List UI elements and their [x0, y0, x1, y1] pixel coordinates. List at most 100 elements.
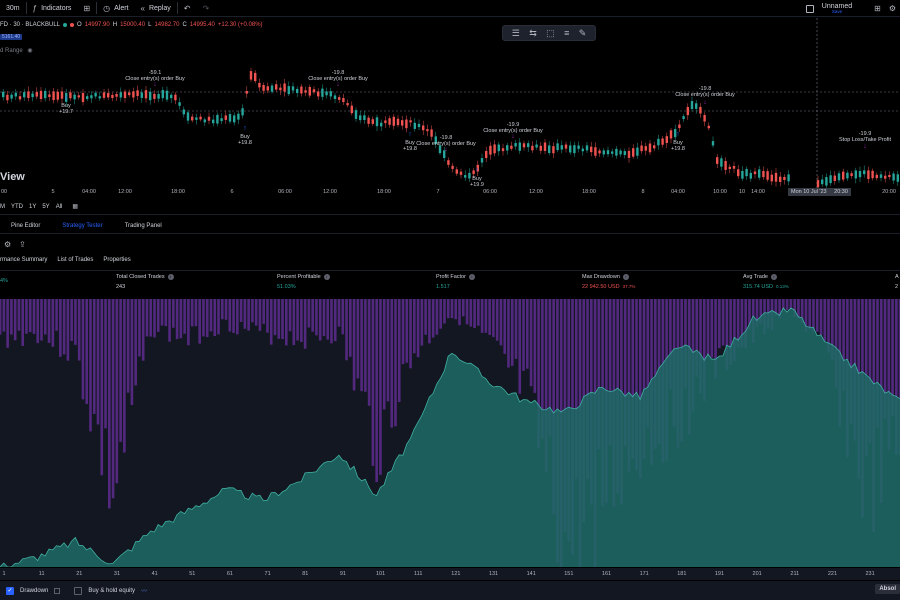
stat-label: Percent Profitable i: [277, 274, 330, 280]
drawdown-bar: [62, 299, 66, 355]
candle: [615, 146, 618, 159]
adjust-icon[interactable]: ⇆: [529, 27, 537, 38]
drawdown-bar: [510, 299, 514, 366]
candle: [300, 84, 303, 97]
tab-properties[interactable]: Properties: [103, 257, 131, 263]
drawdown-bar: [375, 299, 378, 483]
info-icon[interactable]: i: [770, 274, 777, 280]
settings-icon[interactable]: ⚙: [4, 239, 12, 249]
candle: [81, 89, 85, 106]
period-button-all[interactable]: All: [55, 203, 63, 210]
tab-list-of-trades[interactable]: List of Trades: [57, 257, 94, 263]
export-icon[interactable]: ⇪: [19, 239, 26, 249]
tab-strategy-tester[interactable]: Strategy Tester: [62, 222, 103, 229]
drawdown-bar: [454, 299, 458, 320]
drawdown-bar: [646, 299, 650, 428]
layout-name-button[interactable]: Unnamed Save: [822, 3, 852, 15]
drawdown-bar: [480, 299, 484, 333]
info-icon[interactable]: i: [468, 274, 475, 280]
tab-performance-summary[interactable]: rmance Summary: [0, 257, 48, 263]
candle: [888, 171, 891, 180]
info-icon[interactable]: i: [622, 274, 629, 280]
alert-button[interactable]: ◷ Alert: [97, 0, 134, 17]
drawdown-bar: [13, 299, 17, 341]
layout-menu-icon[interactable]: ⊞: [874, 4, 881, 13]
drawdown-bar: [695, 299, 699, 378]
period-button-m[interactable]: M: [0, 203, 5, 210]
period-button-ytd[interactable]: YTD: [11, 203, 23, 210]
candle: [367, 115, 370, 128]
drawdown-bar: [74, 299, 77, 345]
drawdown-bar: [883, 299, 887, 419]
tab-pine-editor[interactable]: Pine Editor: [11, 222, 41, 229]
change-value: +12.30 (+0.08%): [217, 22, 263, 28]
divider: [176, 2, 178, 14]
drawdown-bar: [130, 299, 134, 405]
drawdown-bar: [898, 299, 900, 455]
buyhold-checkbox[interactable]: [74, 586, 83, 595]
candle: [548, 141, 551, 156]
calendar-icon[interactable]: ▦: [72, 204, 79, 210]
layout-icon[interactable]: [805, 4, 814, 13]
time-axis-label: 10:00: [713, 189, 727, 195]
settings-icon[interactable]: ⚙: [888, 4, 896, 13]
stat-value: 2: [895, 284, 899, 290]
candle: [241, 104, 244, 119]
templates-button[interactable]: ⊞: [77, 0, 96, 17]
info-icon[interactable]: i: [323, 274, 330, 280]
candle: [245, 86, 248, 98]
floating-drawing-toolbar: ☰ ⇆ ⬚ ≡ ✎: [502, 25, 596, 41]
pencil-icon[interactable]: ✎: [578, 27, 587, 38]
price-chart[interactable]: -59.1 Close entry(s) order Buy Buy +19.7 -19…: [0, 18, 900, 198]
trade-annotation: Buy: [673, 140, 683, 146]
top-toolbar: 30m ƒ Indicators ⊞ ◷ Alert « Replay ↶ ↷ …: [0, 0, 900, 17]
candle: [363, 110, 366, 124]
drawdown-bar: [337, 299, 341, 327]
divider: [96, 2, 98, 14]
drawdown-bar: [638, 299, 642, 479]
stat-percent: 37.7%: [622, 284, 636, 289]
candle: [199, 113, 202, 122]
absolute-toggle-button[interactable]: Absol: [875, 584, 900, 594]
candle: [149, 87, 152, 105]
candle: [879, 170, 883, 182]
drawdown-bar: [413, 299, 416, 354]
time-axis-label: 06:00: [278, 189, 292, 195]
candle: [833, 171, 836, 185]
drawdown-checkbox[interactable]: ✓: [6, 586, 14, 595]
candle: [312, 86, 316, 95]
time-axis[interactable]: 00 5 04:00 12:00 18:00 6 06:00 12:00 18:00 7 06:00…: [0, 188, 900, 198]
info-icon[interactable]: i: [167, 274, 174, 280]
candle: [178, 97, 181, 110]
period-button-1y[interactable]: 1Y: [29, 203, 37, 210]
candle: [863, 165, 866, 178]
drawdown-bar: [484, 299, 488, 333]
period-button-5y[interactable]: 5Y: [42, 203, 50, 210]
equity-chart[interactable]: [0, 299, 900, 567]
frame-icon[interactable]: ⬚: [546, 27, 555, 38]
candle: [228, 110, 232, 125]
undo-button[interactable]: ↶: [178, 0, 197, 17]
stat-cell: 4%: [0, 274, 8, 284]
drawdown-bar: [149, 299, 153, 337]
candle: [468, 168, 471, 183]
tab-trading-panel[interactable]: Trading Panel: [124, 222, 162, 229]
drawdown-bar: [397, 299, 401, 403]
candle: [296, 86, 299, 98]
replay-button[interactable]: « Replay: [135, 0, 177, 17]
drawdown-bar: [85, 299, 89, 405]
time-axis-label: 20:00: [882, 189, 896, 195]
candle: [535, 140, 538, 150]
align-icon[interactable]: ☰: [511, 27, 520, 38]
indicators-button[interactable]: ƒ Indicators: [27, 0, 78, 17]
drawdown-bar: [642, 299, 646, 459]
candle: [233, 112, 236, 126]
eye-icon[interactable]: ◉: [27, 48, 33, 54]
interval-button[interactable]: 30m: [0, 0, 26, 17]
drawdown-bar: [43, 299, 47, 335]
list-icon[interactable]: ≡: [564, 28, 570, 38]
price-badge[interactable]: 5161.40: [0, 34, 23, 40]
drawdown-bar: [815, 299, 819, 332]
redo-button[interactable]: ↷: [196, 0, 215, 17]
candle: [165, 86, 169, 103]
